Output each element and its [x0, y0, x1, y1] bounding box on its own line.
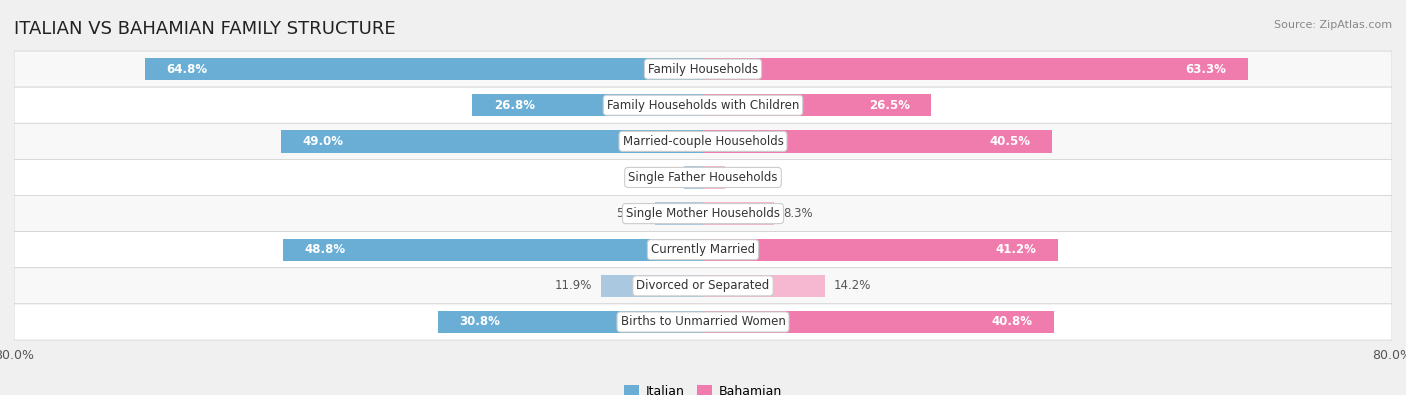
- Text: 40.8%: 40.8%: [991, 316, 1033, 329]
- Bar: [703, 311, 1054, 333]
- Text: ITALIAN VS BAHAMIAN FAMILY STRUCTURE: ITALIAN VS BAHAMIAN FAMILY STRUCTURE: [14, 20, 395, 38]
- FancyBboxPatch shape: [14, 160, 1392, 196]
- Text: Single Father Households: Single Father Households: [628, 171, 778, 184]
- Bar: [703, 130, 1052, 152]
- Text: 2.2%: 2.2%: [645, 171, 675, 184]
- Text: 8.3%: 8.3%: [783, 207, 813, 220]
- Bar: [283, 239, 703, 261]
- Text: 26.5%: 26.5%: [869, 99, 910, 112]
- Bar: [655, 202, 703, 225]
- Text: 48.8%: 48.8%: [304, 243, 346, 256]
- Bar: [437, 311, 703, 333]
- Text: Births to Unmarried Women: Births to Unmarried Women: [620, 316, 786, 329]
- Text: 5.6%: 5.6%: [616, 207, 647, 220]
- Bar: [145, 58, 703, 80]
- Text: Family Households: Family Households: [648, 62, 758, 75]
- Bar: [472, 94, 703, 117]
- Text: Divorced or Separated: Divorced or Separated: [637, 279, 769, 292]
- Text: 26.8%: 26.8%: [494, 99, 534, 112]
- Bar: [685, 166, 703, 189]
- FancyBboxPatch shape: [14, 231, 1392, 268]
- FancyBboxPatch shape: [14, 87, 1392, 123]
- Bar: [703, 166, 724, 189]
- Bar: [600, 275, 703, 297]
- Text: 2.5%: 2.5%: [733, 171, 763, 184]
- Bar: [703, 58, 1249, 80]
- Text: Single Mother Households: Single Mother Households: [626, 207, 780, 220]
- Text: 14.2%: 14.2%: [834, 279, 872, 292]
- Text: 64.8%: 64.8%: [166, 62, 208, 75]
- Text: Currently Married: Currently Married: [651, 243, 755, 256]
- Legend: Italian, Bahamian: Italian, Bahamian: [620, 380, 786, 395]
- Text: Married-couple Households: Married-couple Households: [623, 135, 783, 148]
- Text: 40.5%: 40.5%: [990, 135, 1031, 148]
- Text: Source: ZipAtlas.com: Source: ZipAtlas.com: [1274, 20, 1392, 30]
- FancyBboxPatch shape: [14, 123, 1392, 160]
- Text: 49.0%: 49.0%: [302, 135, 343, 148]
- FancyBboxPatch shape: [14, 304, 1392, 340]
- Text: 30.8%: 30.8%: [460, 316, 501, 329]
- Text: 41.2%: 41.2%: [995, 243, 1036, 256]
- Text: 63.3%: 63.3%: [1185, 62, 1226, 75]
- FancyBboxPatch shape: [14, 196, 1392, 231]
- Bar: [703, 94, 931, 117]
- FancyBboxPatch shape: [14, 268, 1392, 304]
- Bar: [703, 202, 775, 225]
- Text: 11.9%: 11.9%: [554, 279, 592, 292]
- Text: Family Households with Children: Family Households with Children: [607, 99, 799, 112]
- Bar: [703, 275, 825, 297]
- FancyBboxPatch shape: [14, 51, 1392, 87]
- Bar: [281, 130, 703, 152]
- Bar: [703, 239, 1057, 261]
